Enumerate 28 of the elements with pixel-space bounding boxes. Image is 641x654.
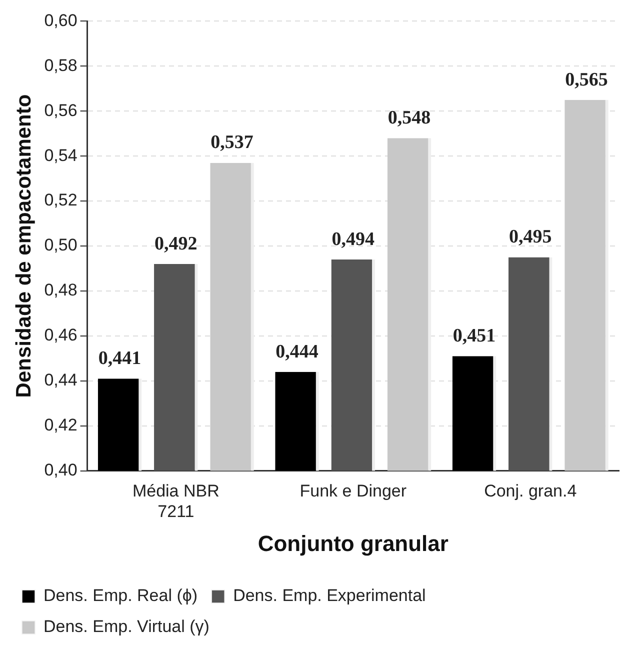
data-label: 0,492 [154, 233, 198, 254]
legend-label: Dens. Emp. Experimental [233, 586, 426, 606]
x-tick-label: Conj. gran.4 [484, 482, 577, 501]
x-tick-label: Média NBR 7211 [132, 482, 220, 522]
y-tick-label: 0,52 [44, 190, 78, 210]
y-tick-label: 0,44 [44, 370, 78, 390]
data-label: 0,548 [388, 108, 431, 128]
data-label: 0,444 [276, 341, 319, 362]
legend-label: Dens. Emp. Virtual (γ) [44, 617, 210, 636]
y-tick-label: 0,40 [44, 460, 78, 480]
data-label: 0,494 [332, 228, 376, 250]
y-tick-label: 0,60 [44, 10, 78, 30]
y-axis-title: Densidade de empacotamento [12, 94, 36, 398]
data-label: 0,441 [98, 348, 142, 370]
data-label: 0,537 [210, 132, 254, 154]
y-tick-label: 0,42 [44, 416, 78, 435]
x-axis-title: Conjunto granular [258, 530, 449, 556]
legend-label: Dens. Emp. Real (ϕ) [44, 586, 198, 606]
y-tick-label: 0,58 [44, 56, 78, 75]
x-tick-label: Funk e Dinger [300, 482, 407, 501]
y-tick-label: 0,46 [44, 326, 78, 345]
data-label: 0,451 [452, 326, 496, 347]
data-label: 0,565 [565, 69, 608, 90]
y-tick-label: 0,50 [44, 236, 78, 255]
y-tick-label: 0,54 [44, 146, 78, 165]
y-tick-label: 0,56 [44, 100, 78, 120]
data-label: 0,495 [509, 226, 552, 248]
y-tick-label: 0,48 [44, 280, 78, 300]
